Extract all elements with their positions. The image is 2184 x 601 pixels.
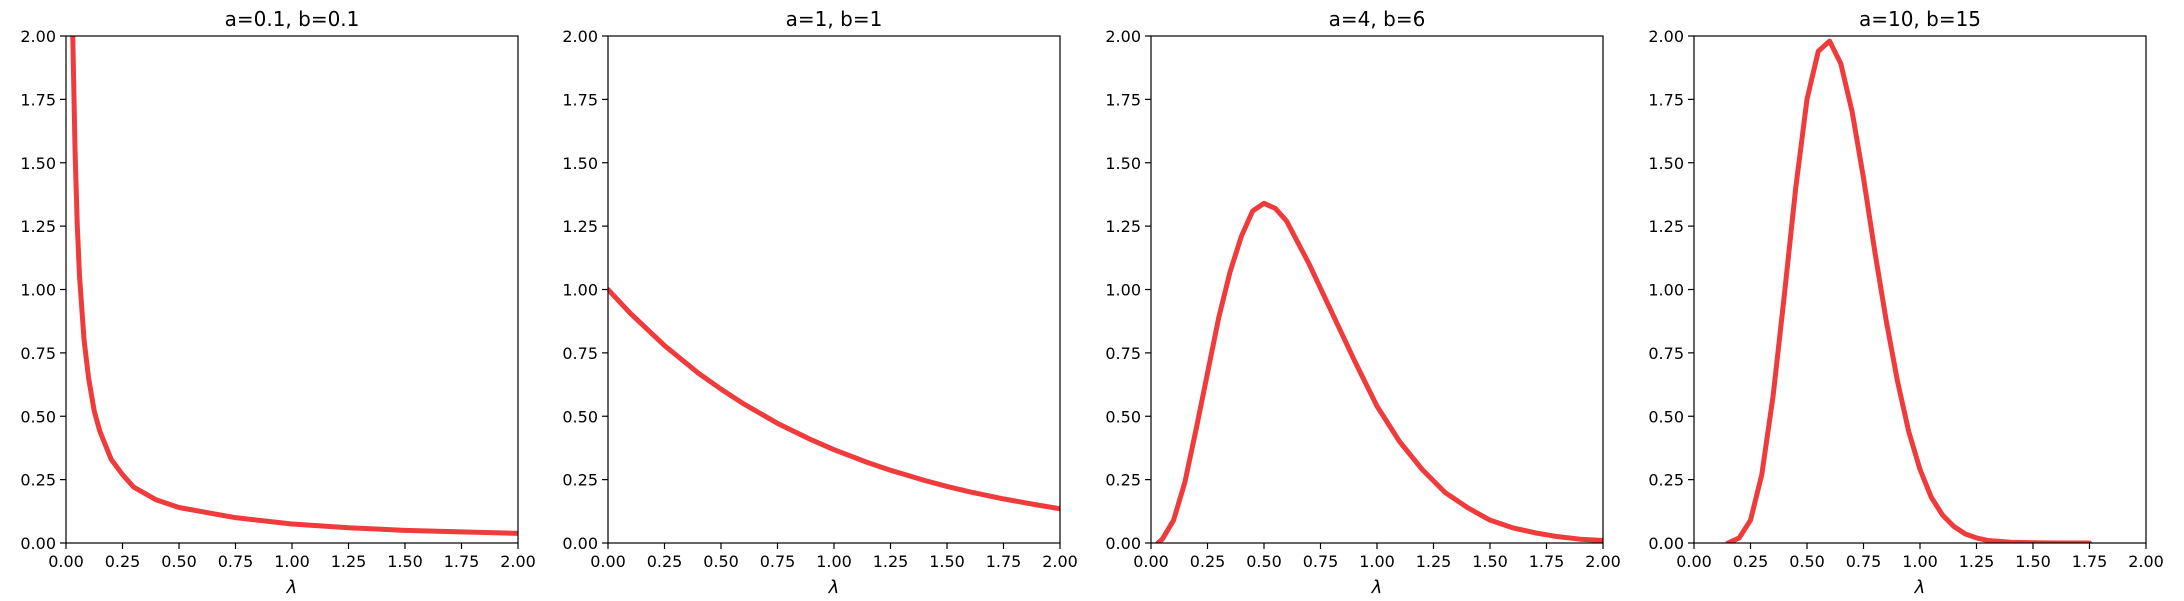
y-tick-label: 1.50: [1648, 154, 1684, 173]
x-tick-label: 1.50: [929, 552, 965, 571]
x-axis-label: λ: [828, 577, 840, 598]
y-tick-label: 1.50: [20, 154, 56, 173]
y-tick-label: 0.50: [1105, 407, 1141, 426]
x-tick-label: 1.25: [1416, 552, 1452, 571]
x-tick-label: 2.00: [500, 552, 536, 571]
y-tick-label: 1.50: [562, 154, 598, 173]
x-tick-label: 0.50: [161, 552, 197, 571]
x-tick-label: 1.75: [444, 552, 480, 571]
y-tick-label: 0.00: [562, 534, 598, 553]
y-tick-label: 0.25: [1648, 471, 1684, 490]
x-tick-label: 0.75: [1303, 552, 1339, 571]
y-tick-label: 1.75: [20, 90, 56, 109]
y-tick-label: 0.75: [20, 344, 56, 363]
y-tick-label: 2.00: [1648, 27, 1684, 46]
y-tick-label: 0.25: [1105, 471, 1141, 490]
y-tick-label: 0.25: [20, 471, 56, 490]
x-tick-label: 1.00: [274, 552, 310, 571]
y-tick-label: 1.75: [1105, 90, 1141, 109]
chart-panel-1: 0.00 0.25 0.50 0.75 1.00 1.25 1.50 1.75 2.00 0.00…: [20, 7, 535, 598]
series-line-1: [1155, 200, 1603, 543]
y-tick-label: 0.00: [1648, 534, 1684, 553]
x-axis-label: λ: [1371, 577, 1383, 598]
x-tick-label: 0.50: [703, 552, 739, 571]
axes-frame: [65, 35, 519, 544]
x-tick-label: 0.75: [1846, 552, 1882, 571]
x-tick-label: 0.25: [1190, 552, 1226, 571]
y-tick-label: 0.75: [562, 344, 598, 363]
y-tick-label: 1.25: [20, 217, 56, 236]
y-tick-label: 0.75: [1648, 344, 1684, 363]
x-tick-label: 1.75: [1529, 552, 1565, 571]
chart-title: a=1, b=1: [786, 7, 883, 31]
x-tick-label: 0.25: [105, 552, 141, 571]
x-tick-label: 0.50: [1789, 552, 1825, 571]
axes-frame: [1150, 35, 1604, 544]
y-tick-label: 1.00: [1105, 281, 1141, 300]
x-tick-label: 0.00: [1676, 552, 1712, 571]
x-tick-label: 1.50: [1472, 552, 1508, 571]
y-tick-label: 1.75: [562, 90, 598, 109]
x-tick-label: 1.75: [2072, 552, 2108, 571]
x-tick-label: 0.25: [1733, 552, 1769, 571]
x-tick-label: 1.00: [816, 552, 852, 571]
chart-panel-2: 0.00 0.25 0.50 0.75 1.00 1.25 1.50 1.75 2.00 0.00…: [562, 7, 1077, 598]
x-tick-label: 1.75: [986, 552, 1022, 571]
chart-panel-3: 0.00 0.25 0.50 0.75 1.00 1.25 1.50 1.75 2.00 0.00…: [1105, 7, 1620, 598]
y-tick-label: 0.50: [1648, 407, 1684, 426]
x-tick-label: 0.00: [590, 552, 626, 571]
y-tick-label: 1.00: [20, 281, 56, 300]
x-tick-label: 1.25: [331, 552, 367, 571]
y-tick-label: 2.00: [562, 27, 598, 46]
series-line-1: [70, 36, 518, 536]
y-tick-label: 0.00: [20, 534, 56, 553]
x-tick-label: 2.00: [2128, 552, 2164, 571]
chart-panel-4: 0.00 0.25 0.50 0.75 1.00 1.25 1.50 1.75 2.00 0.00…: [1648, 7, 2163, 598]
y-tick-label: 1.00: [562, 281, 598, 300]
x-tick-label: 0.00: [1133, 552, 1169, 571]
x-tick-label: 1.50: [2015, 552, 2051, 571]
x-tick-label: 2.00: [1585, 552, 1621, 571]
x-tick-label: 0.00: [48, 552, 84, 571]
x-tick-label: 0.50: [1246, 552, 1282, 571]
chart-title: a=10, b=15: [1859, 7, 1981, 31]
x-tick-label: 1.50: [387, 552, 423, 571]
y-tick-label: 1.75: [1648, 90, 1684, 109]
y-tick-label: 0.50: [562, 407, 598, 426]
chart-title: a=0.1, b=0.1: [225, 7, 360, 31]
x-tick-label: 1.00: [1902, 552, 1938, 571]
y-tick-label: 0.75: [1105, 344, 1141, 363]
chart-title: a=4, b=6: [1329, 7, 1426, 31]
axes-frame: [607, 35, 1061, 544]
x-axis-label: λ: [286, 577, 298, 598]
y-tick-label: 1.50: [1105, 154, 1141, 173]
y-tick-label: 1.00: [1648, 281, 1684, 300]
x-tick-label: 0.75: [760, 552, 796, 571]
x-axis-label: λ: [1914, 577, 1926, 598]
y-tick-label: 2.00: [20, 27, 56, 46]
series-line-1: [608, 287, 1060, 512]
y-tick-label: 2.00: [1105, 27, 1141, 46]
y-tick-label: 1.25: [562, 217, 598, 236]
series-line-1: [1725, 38, 2092, 543]
x-tick-label: 0.75: [218, 552, 254, 571]
y-tick-label: 1.25: [1648, 217, 1684, 236]
x-tick-label: 1.25: [1959, 552, 1995, 571]
x-tick-label: 2.00: [1042, 552, 1078, 571]
y-tick-label: 0.25: [562, 471, 598, 490]
x-tick-label: 1.25: [873, 552, 909, 571]
x-tick-label: 0.25: [647, 552, 683, 571]
y-tick-label: 1.25: [1105, 217, 1141, 236]
x-tick-label: 1.00: [1359, 552, 1395, 571]
y-tick-label: 0.00: [1105, 534, 1141, 553]
y-tick-label: 0.50: [20, 407, 56, 426]
